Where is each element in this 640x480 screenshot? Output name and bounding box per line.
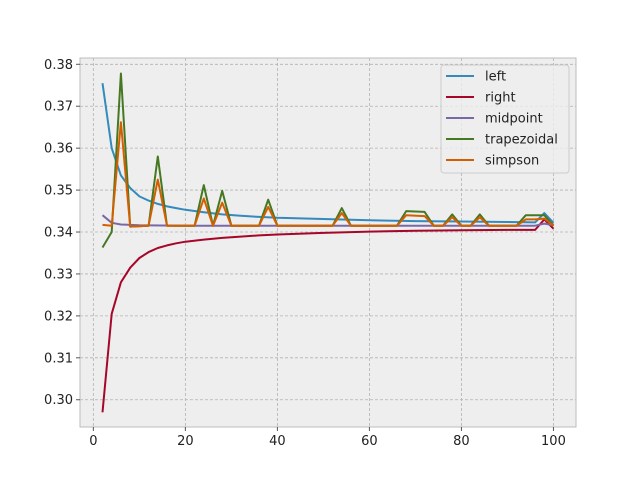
legend-box	[440, 64, 570, 174]
y-tick-label: 0.30	[44, 393, 73, 408]
x-tick-label: 0	[89, 434, 97, 449]
y-tick-label: 0.33	[44, 267, 73, 282]
series-line-left	[101, 83, 555, 224]
series-line-simpson	[102, 121, 555, 228]
y-tick-label: 0.34	[44, 226, 73, 241]
legend-label-simpson: simpson	[485, 154, 539, 169]
x-tick-label: 20	[177, 434, 194, 449]
y-tick-label: 0.36	[44, 142, 73, 157]
series-line-right	[101, 218, 555, 413]
y-tick-label: 0.35	[44, 184, 73, 199]
legend: left right midpoint trapezoidal simpson	[440, 64, 570, 174]
x-tick-label: 80	[453, 434, 470, 449]
y-tick-label: 0.38	[44, 58, 73, 73]
axis-ticks: 0 20 40 60 80 100 0.30 0.31 0.32 0.33 0.34 0.35 0.36…	[44, 58, 566, 449]
legend-label-right: right	[485, 91, 516, 106]
x-tick-label: 40	[269, 434, 286, 449]
y-tick-label: 0.32	[44, 309, 73, 324]
legend-label-trapezoidal: trapezoidal	[485, 133, 558, 148]
plot-frame	[79, 57, 577, 428]
x-tick-label: 100	[541, 434, 566, 449]
x-tick-label: 60	[361, 434, 378, 449]
y-tick-label: 0.31	[44, 351, 73, 366]
legend-label-left: left	[485, 70, 506, 85]
y-tick-label: 0.37	[44, 100, 73, 115]
series-lines	[101, 72, 555, 413]
legend-label-midpoint: midpoint	[485, 112, 543, 127]
